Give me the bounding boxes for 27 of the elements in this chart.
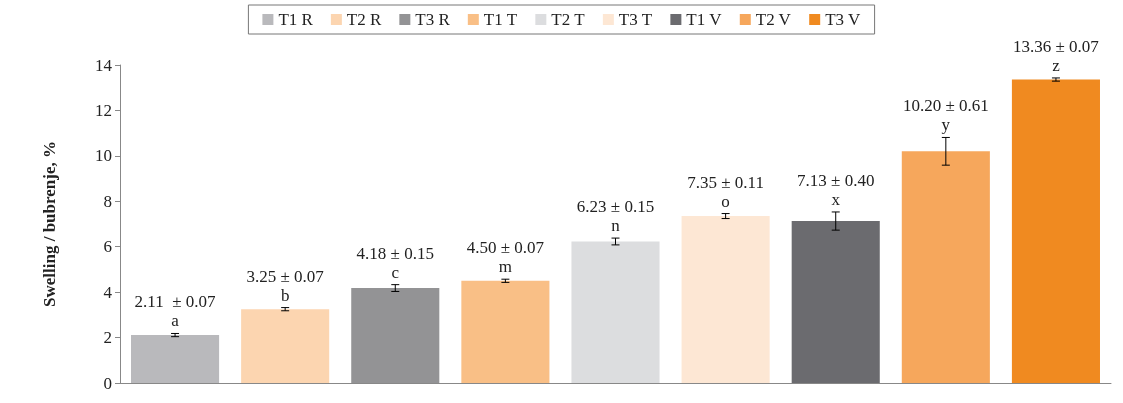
y-tick-label: 6 [103,237,112,257]
legend-label: T3 T [618,10,653,29]
data-label: 13.36 ± 0.07 z [1013,36,1100,75]
y-tick-label: 0 [103,373,112,393]
data-label: 10.20 ± 0.61 y [902,96,989,135]
y-tick-label: 10 [95,146,112,166]
y-tick-label: 8 [103,191,112,211]
legend-label: T2 V [755,10,792,29]
y-axis-title: Swelling / bubrenje, % [40,141,59,307]
data-label: 6.23 ± 0.15 n [576,197,655,236]
y-tick-label: 2 [103,328,112,348]
legend-label: T3 R [415,10,451,29]
legend-label: T2 R [346,10,382,29]
legend-label: T3 V [825,10,862,29]
data-label: 7.13 ± 0.40 x [797,170,875,209]
y-tick-label: 4 [103,282,113,302]
data-label: 2.11 ± 0.07 a [134,292,217,331]
legend-label: T2 T [551,10,586,29]
legend-label: T1 V [686,10,723,29]
legend-label: T1 R [278,10,314,29]
data-label: 4.18 ± 0.15 c [356,243,434,282]
y-tick-label: 14 [95,55,113,75]
data-label: 7.35 ± 0.11 o [687,172,764,211]
y-tick-label: 12 [95,100,112,120]
legend-label: T1 T [483,10,518,29]
data-label: 4.50 ± 0.07 m [466,238,545,277]
data-label: 3.25 ± 0.07 b [246,266,325,305]
